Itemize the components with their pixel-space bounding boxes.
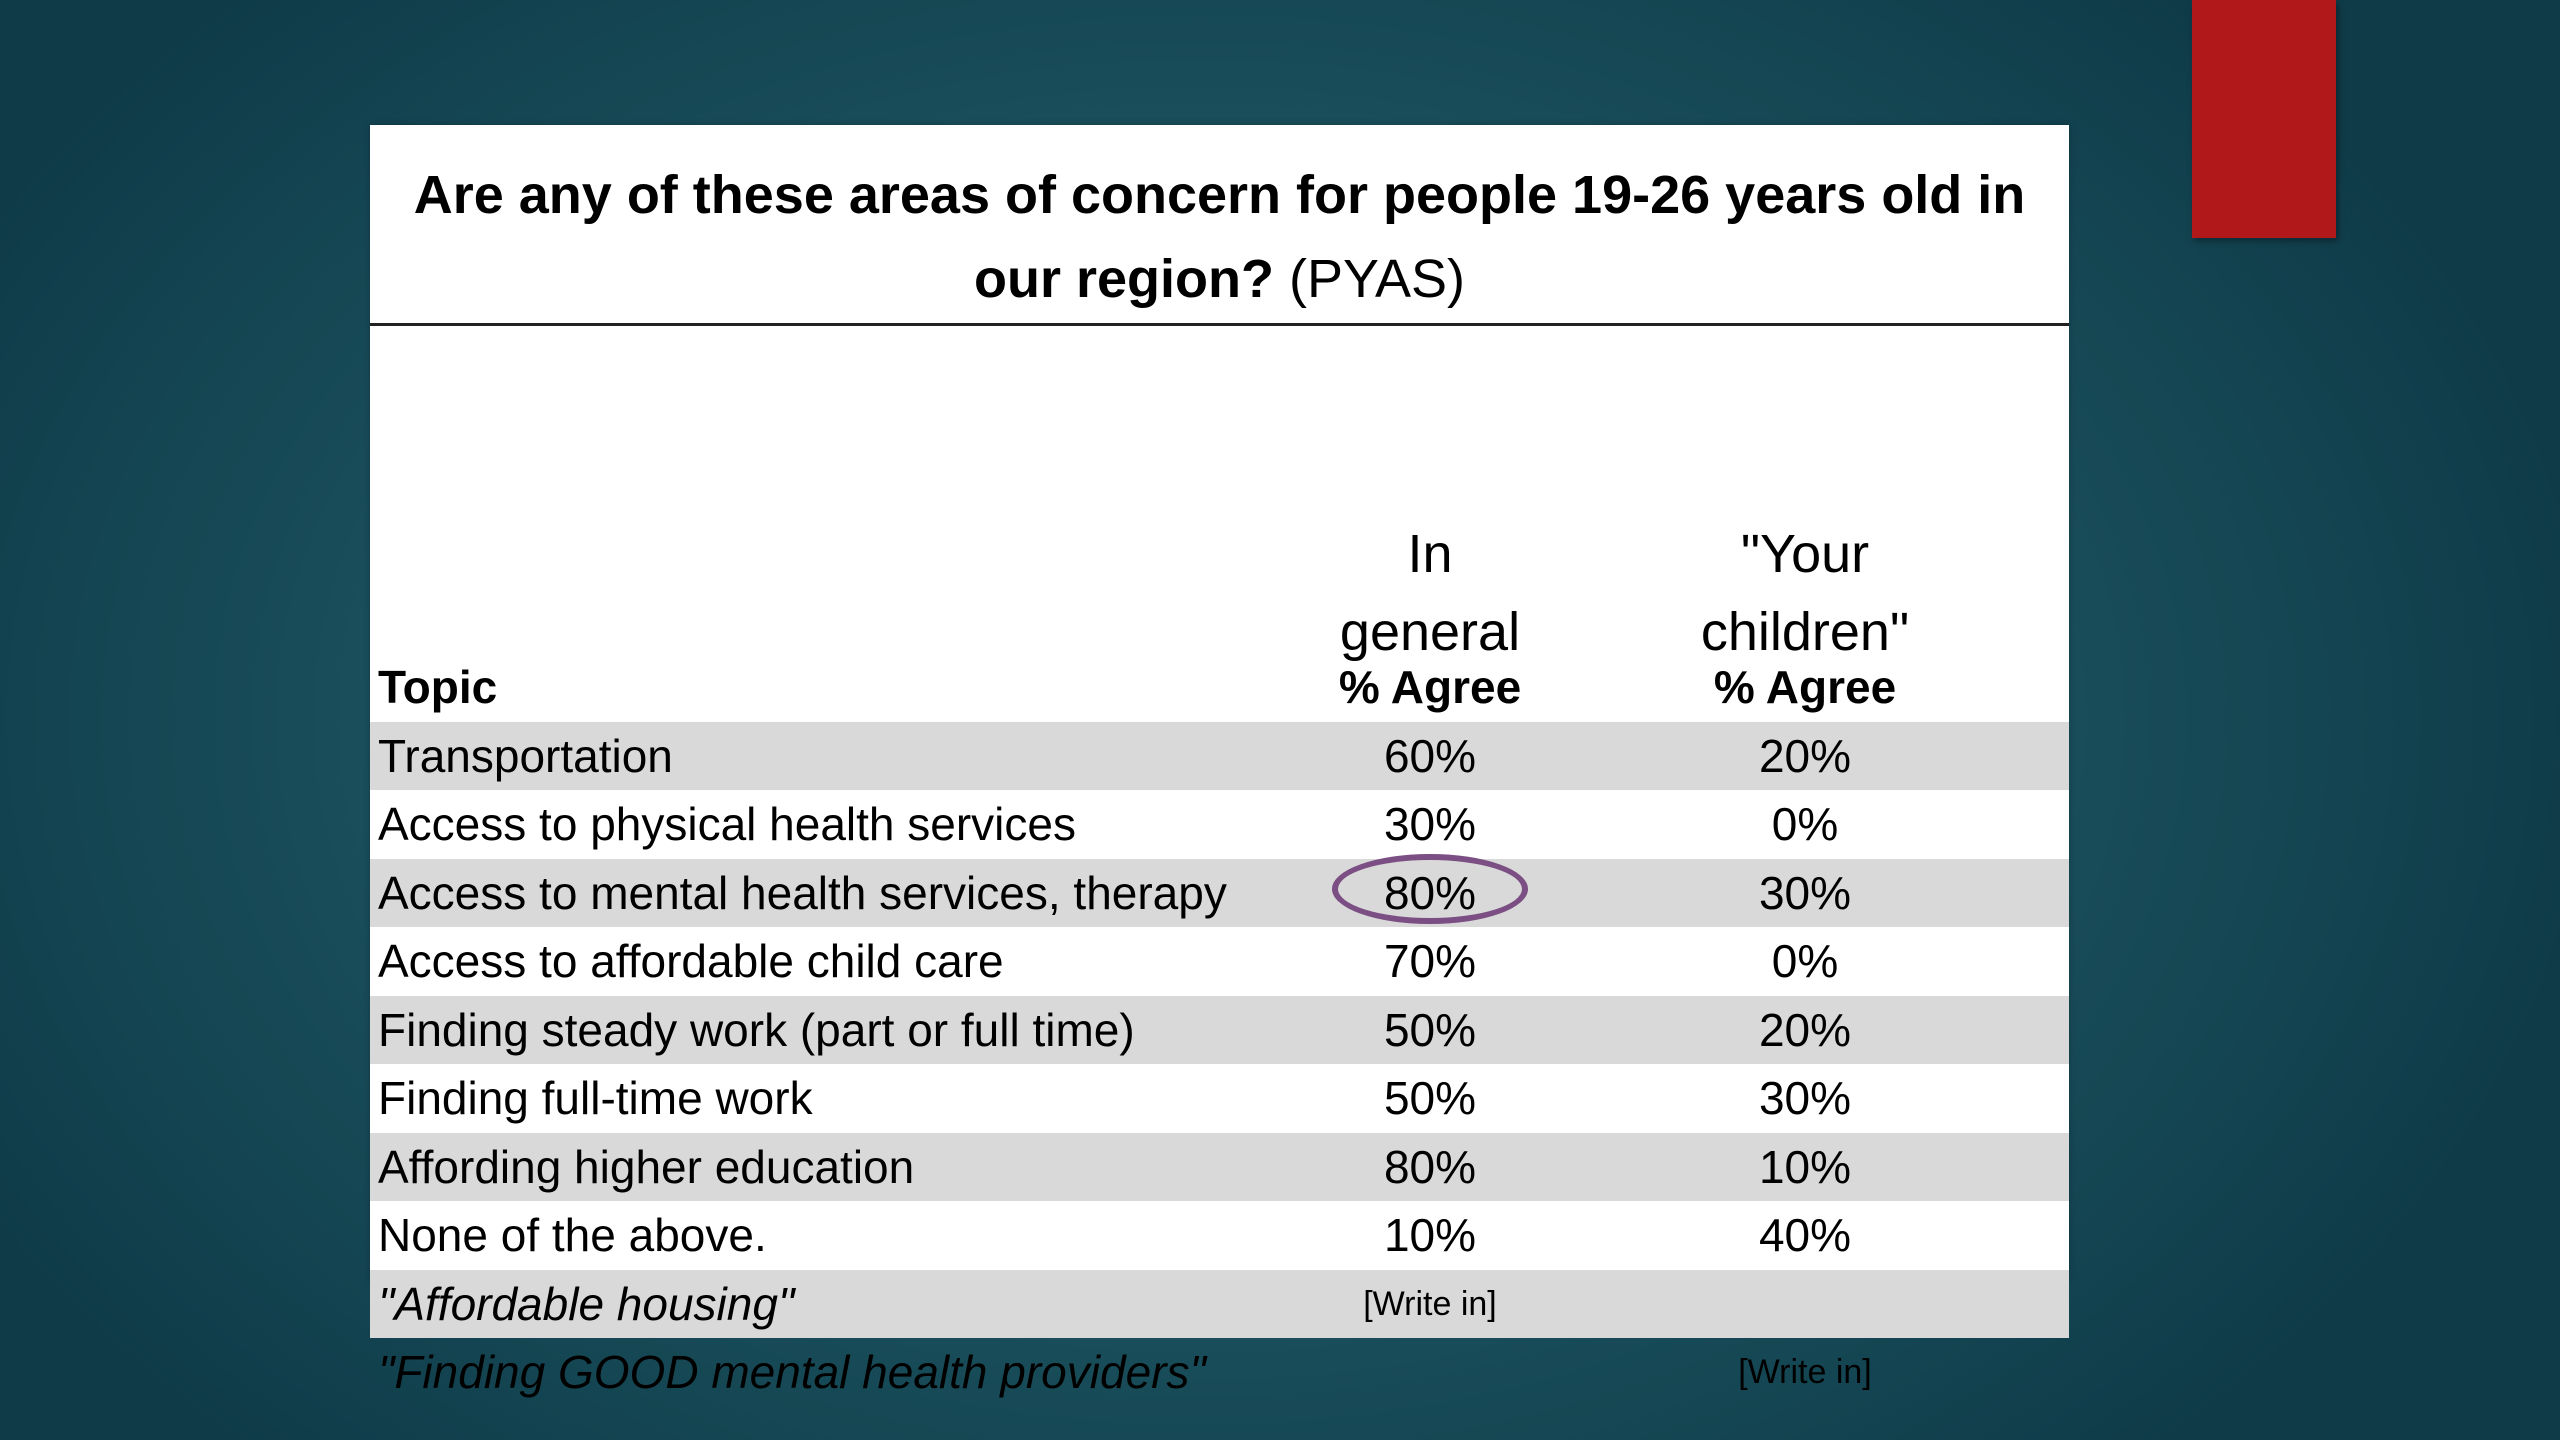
row-general-value-highlighted: 80% [1315,853,1545,928]
table-row: Affording higher education 80% 10% [370,1132,2069,1201]
row-children-value [1690,1270,1920,1339]
column-group-children: "Your children" [1700,524,1910,662]
row-general-value: 30% [1383,798,1477,850]
header-general: % Agree [1338,661,1522,713]
row-topic-write-in: "Finding GOOD mental health providers" [378,1346,1206,1398]
table-row: None of the above. 10% 40% [370,1201,2069,1270]
title-question: Are any of these areas of concern for pe… [413,165,2026,309]
table-row: "Finding GOOD mental health providers" [… [370,1338,2069,1407]
header-topic: Topic [378,661,498,713]
row-topic: Access to mental health services, therap… [378,866,1227,919]
table-row: Transportation 60% 20% [370,721,2069,790]
accent-block [2192,0,2336,238]
table-row: Access to affordable child care 70% 0% [370,927,2069,996]
row-general-value: 10% [1383,1209,1477,1261]
table-row: Finding steady work (part or full time) … [370,995,2069,1064]
survey-table-panel: Are any of these areas of concern for pe… [370,125,2069,1398]
row-children-value: [Write in] [1738,1353,1872,1391]
row-children-value: 20% [1758,1003,1852,1056]
row-children-value: 30% [1758,1072,1852,1124]
row-topic-write-in: "Affordable housing" [378,1277,795,1330]
column-group-general: In general [1339,524,1521,662]
slide-title: Are any of these areas of concern for pe… [370,153,2069,321]
row-topic: Access to affordable child care [378,935,1004,987]
row-topic: Finding steady work (part or full time) [378,1003,1135,1056]
table-header-row: Topic % Agree % Agree [370,653,2069,722]
row-general-value: [Write in] [1363,1284,1497,1323]
row-children-value: 20% [1758,729,1852,782]
row-topic: Access to physical health services [378,798,1076,850]
title-source: (PYAS) [1288,249,1466,309]
row-general-value: 50% [1383,1003,1477,1056]
survey-table: Topic % Agree % Agree Transportation 60%… [370,653,2069,1407]
table-row: "Affordable housing" [Write in] [370,1269,2069,1339]
row-children-value: 30% [1758,866,1852,919]
table-row: Access to physical health services 30% 0… [370,790,2069,859]
row-children-value: 0% [1771,798,1839,850]
row-general-value [1315,1338,1545,1407]
row-topic: None of the above. [378,1209,767,1261]
row-topic: Finding full-time work [378,1072,813,1124]
row-children-value: 40% [1758,1209,1852,1261]
highlight-circle [1332,853,1528,924]
title-divider [370,323,2069,326]
table-row: Finding full-time work 50% 30% [370,1064,2069,1133]
row-children-value: 10% [1758,1140,1852,1193]
row-topic: Affording higher education [378,1140,915,1193]
header-children: % Agree [1713,661,1897,713]
row-children-value: 0% [1771,935,1839,987]
row-general-value: 70% [1383,935,1477,987]
row-general-value: 50% [1383,1072,1477,1124]
row-general-value: 60% [1383,729,1477,782]
row-topic: Transportation [378,729,673,782]
row-general-value: 80% [1383,1140,1477,1193]
table-row: Access to mental health services, therap… [370,853,2069,928]
